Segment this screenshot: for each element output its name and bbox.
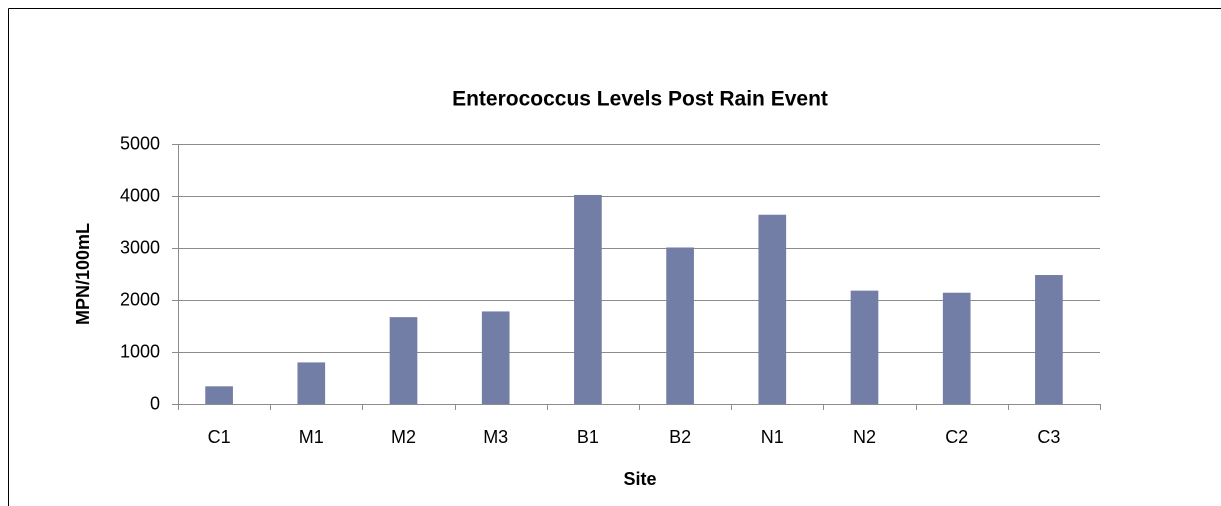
x-tick-label: C3	[1037, 427, 1060, 447]
x-tick-label: C1	[208, 427, 231, 447]
bar	[574, 194, 602, 404]
x-tick-label: M2	[391, 427, 416, 447]
bar	[850, 290, 879, 404]
chart-title: Enterococcus Levels Post Rain Event	[452, 88, 828, 111]
bar	[389, 317, 418, 404]
y-axis-label: MPN/100mL	[73, 223, 93, 325]
x-tick-label: B2	[669, 427, 691, 447]
x-axis-label: Site	[623, 469, 656, 489]
x-tick-label: M1	[299, 427, 324, 447]
y-tick-label: 1000	[120, 341, 160, 361]
bar	[758, 214, 787, 404]
bar	[481, 311, 510, 404]
x-tick-label: N2	[853, 427, 876, 447]
y-tick-label: 0	[150, 393, 160, 413]
x-tick-label: N1	[761, 427, 784, 447]
y-tick-label: 5000	[120, 133, 160, 153]
bar	[942, 292, 971, 404]
bar	[666, 247, 694, 404]
x-tick-label: C2	[945, 427, 968, 447]
x-tick-label: B1	[577, 427, 599, 447]
y-tick-label: 4000	[120, 185, 160, 205]
x-tick-label: M3	[483, 427, 508, 447]
bar	[297, 362, 326, 404]
y-tick-label: 3000	[120, 237, 160, 257]
y-tick-label: 2000	[120, 289, 160, 309]
bar	[205, 386, 233, 404]
bar	[1035, 275, 1063, 404]
